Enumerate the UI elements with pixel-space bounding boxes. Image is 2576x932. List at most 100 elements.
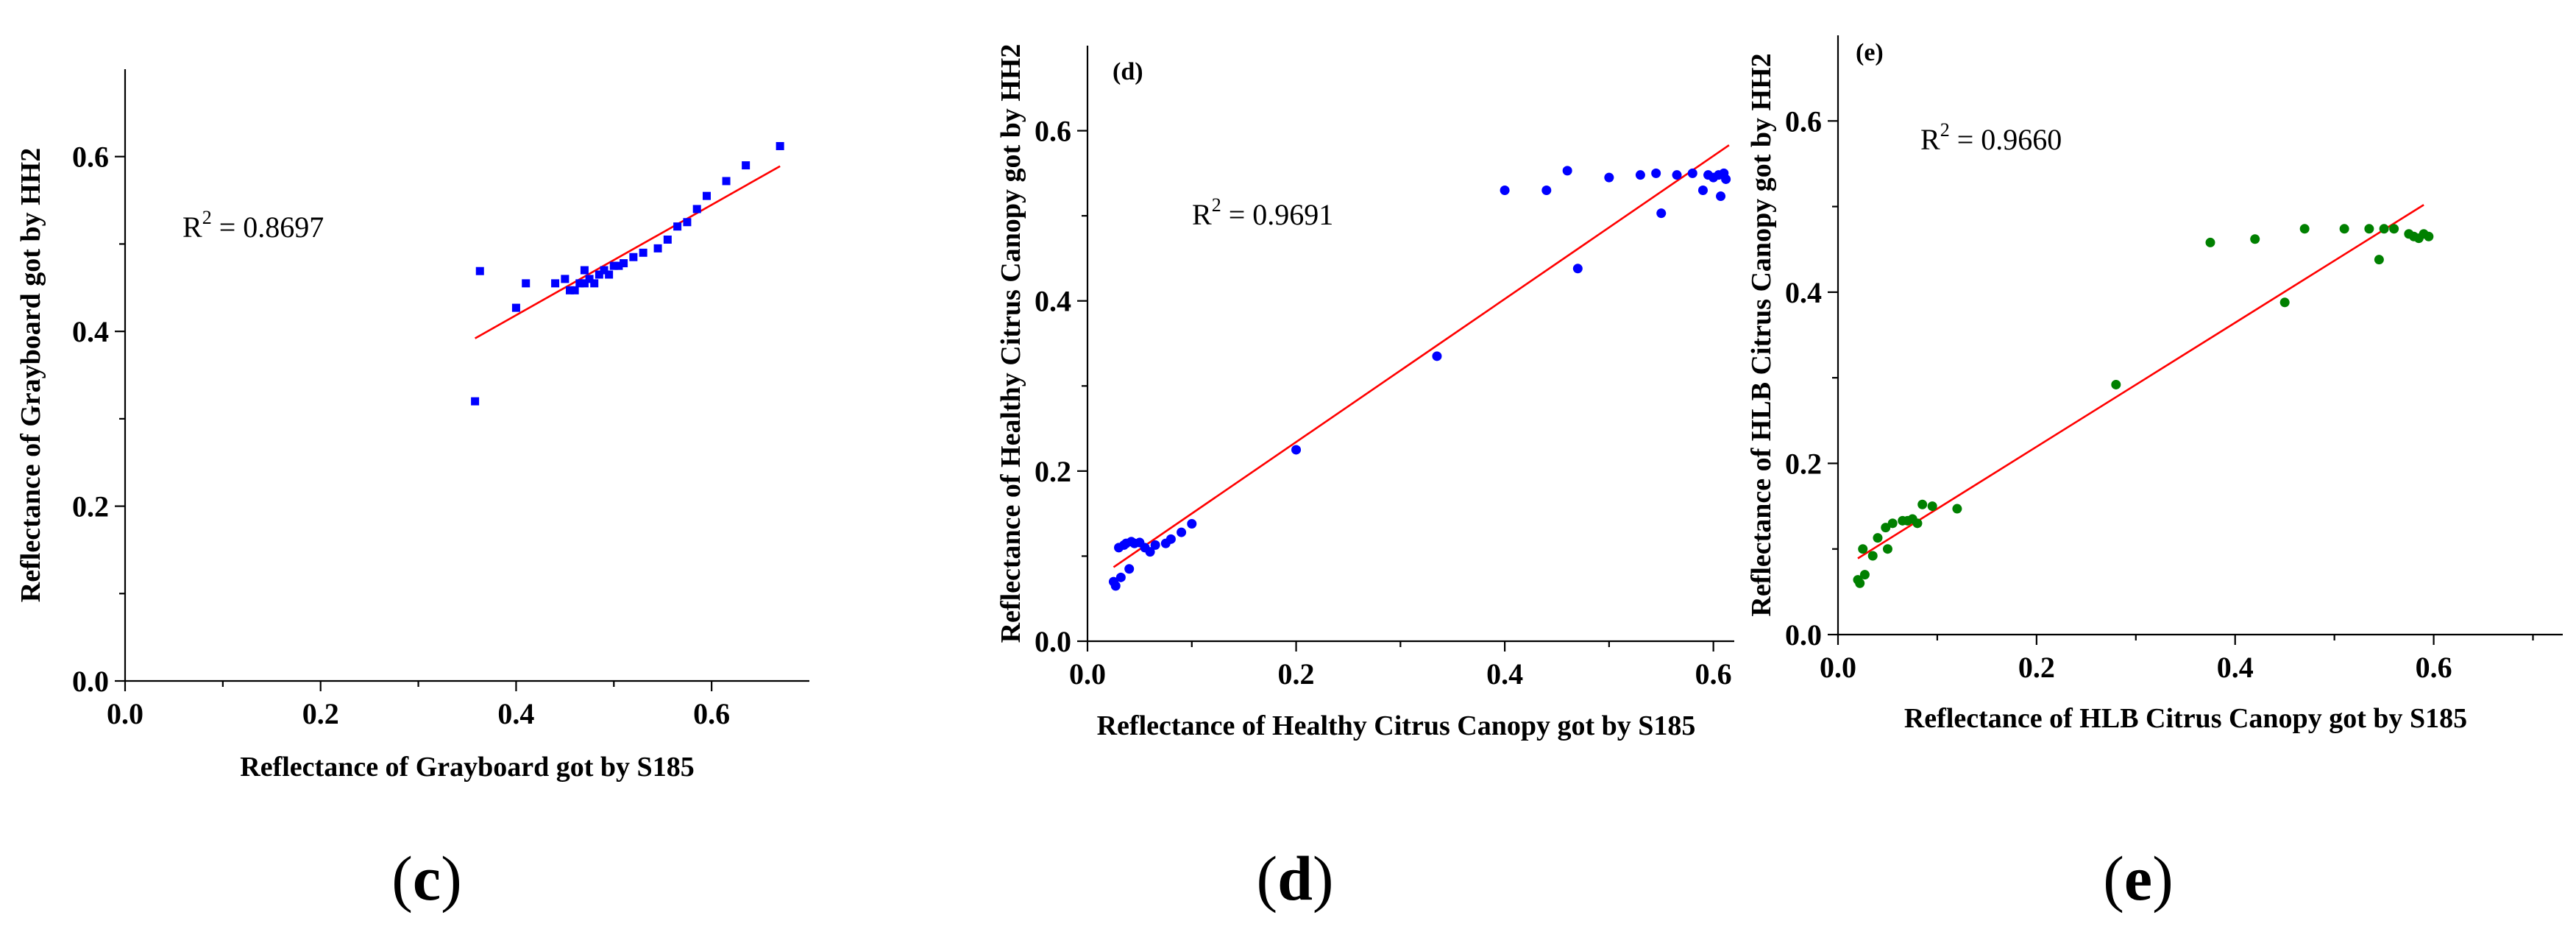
r-squared-symbol: R — [1192, 198, 1212, 231]
data-point — [1291, 445, 1302, 455]
data-point — [1432, 351, 1442, 361]
x-tick-label: 0.4 — [497, 697, 534, 730]
caption-open-paren: ( — [2103, 843, 2124, 914]
y-tick-label: 0.0 — [1785, 618, 1822, 652]
data-point — [1165, 534, 1176, 544]
x-tick-label: 0.2 — [1278, 657, 1315, 691]
data-point — [663, 235, 672, 244]
x-axis-title: Reflectance of Healthy Citrus Canopy got… — [1097, 710, 1696, 741]
data-point — [2389, 224, 2399, 234]
data-point — [742, 161, 751, 170]
r-squared-superscript: 2 — [1212, 194, 1221, 216]
data-point — [2379, 224, 2389, 234]
x-tick-label: 0.0 — [1069, 657, 1106, 691]
data-point — [1177, 527, 1187, 537]
data-point — [1882, 544, 1892, 554]
data-point — [703, 191, 711, 200]
data-point — [1124, 564, 1135, 574]
data-point — [1952, 504, 1962, 514]
data-point — [1858, 544, 1868, 554]
data-point — [1110, 581, 1121, 591]
data-point — [566, 286, 574, 294]
data-point — [2374, 255, 2384, 265]
y-axis-title: Reflectance of Grayboard got by HH2 — [15, 148, 46, 602]
y-tick-label: 0.2 — [1035, 455, 1071, 488]
data-point — [2364, 224, 2374, 234]
data-point — [722, 177, 731, 186]
x-tick-label: 0.0 — [1820, 651, 1856, 684]
r-squared-label: R2 = 0.9691 — [1192, 194, 1333, 231]
y-tick-label: 0.0 — [1035, 625, 1071, 658]
data-point — [1656, 208, 1667, 219]
regression-line — [474, 165, 781, 339]
data-point — [776, 141, 784, 150]
data-point — [1150, 540, 1160, 550]
chart-panel-e: 0.0 0.2 0.4 0.6 0.0 0.2 0.4 0.6 Reflectance of H… — [1746, 35, 2563, 914]
data-point — [1115, 572, 1126, 582]
data-point — [1873, 533, 1883, 543]
caption-open-paren: ( — [1256, 843, 1277, 914]
panel-caption: (d) — [1256, 843, 1333, 914]
panel-tag: (d) — [1113, 58, 1143, 85]
data-point — [570, 286, 579, 294]
r-squared-label: R2 = 0.9660 — [1920, 119, 2062, 156]
data-point — [590, 279, 599, 288]
x-axis-title: Reflectance of HLB Citrus Canopy got by … — [1904, 703, 2467, 734]
y-tick-label: 0.6 — [1785, 105, 1822, 138]
data-point — [692, 205, 701, 213]
data-point — [683, 218, 692, 227]
data-point — [1500, 185, 1510, 195]
y-tick-label: 0.4 — [1785, 276, 1822, 309]
x-axis-title: Reflectance of Grayboard got by S185 — [240, 752, 694, 783]
data-point — [561, 275, 570, 283]
regression-line — [1857, 204, 2424, 559]
chart-panel-c: 0.0 0.2 0.4 0.6 0.0 0.2 0.4 0.6 Reflectance of G… — [15, 69, 809, 914]
x-tick-label: 0.4 — [2217, 651, 2254, 684]
data-point — [1881, 523, 1891, 533]
caption-letter: d — [1277, 843, 1313, 914]
r-squared-symbol: R — [1920, 123, 1940, 156]
panel-caption: (c) — [391, 843, 461, 914]
caption-letter: e — [2124, 843, 2152, 914]
data-point — [1697, 185, 1708, 195]
data-point — [471, 397, 480, 406]
data-point — [614, 261, 623, 270]
data-point — [673, 222, 682, 231]
panel-tag: (e) — [1856, 39, 1884, 66]
r-squared-value: = 0.8697 — [212, 211, 324, 244]
data-point — [1604, 172, 1614, 183]
chart-panel-d: 0.0 0.2 0.4 0.6 0.0 0.2 0.4 0.6 Reflectance of H… — [996, 44, 1734, 914]
x-tick-label: 0.0 — [107, 697, 143, 730]
data-point — [1867, 551, 1878, 561]
data-point — [1927, 501, 1937, 512]
data-point — [1187, 519, 1197, 529]
data-point — [511, 303, 520, 312]
y-tick-label: 0.6 — [1035, 115, 1071, 148]
data-point — [2424, 231, 2434, 241]
data-point — [522, 279, 531, 288]
data-point — [595, 270, 603, 279]
data-point — [2279, 297, 2290, 308]
panel-caption: (e) — [2103, 843, 2173, 914]
data-point — [1562, 166, 1572, 176]
x-tick-label: 0.6 — [2416, 651, 2452, 684]
data-point — [629, 253, 638, 261]
caption-close-paren: ) — [1313, 843, 1334, 914]
data-point — [580, 279, 589, 288]
y-tick-label: 0.6 — [72, 141, 109, 174]
caption-open-paren: ( — [391, 843, 413, 914]
regression-line — [1113, 144, 1730, 568]
data-point — [1672, 170, 1682, 180]
r-squared-value: = 0.9691 — [1221, 198, 1334, 231]
r-squared-superscript: 2 — [202, 207, 212, 228]
x-tick-label: 0.6 — [1695, 657, 1732, 691]
data-point — [1651, 168, 1661, 178]
data-point — [1572, 264, 1583, 274]
data-point — [609, 261, 618, 270]
data-point — [2299, 224, 2310, 234]
data-point — [1145, 547, 1155, 557]
data-point — [1541, 185, 1552, 195]
data-point — [600, 266, 608, 275]
data-point — [2339, 224, 2349, 234]
